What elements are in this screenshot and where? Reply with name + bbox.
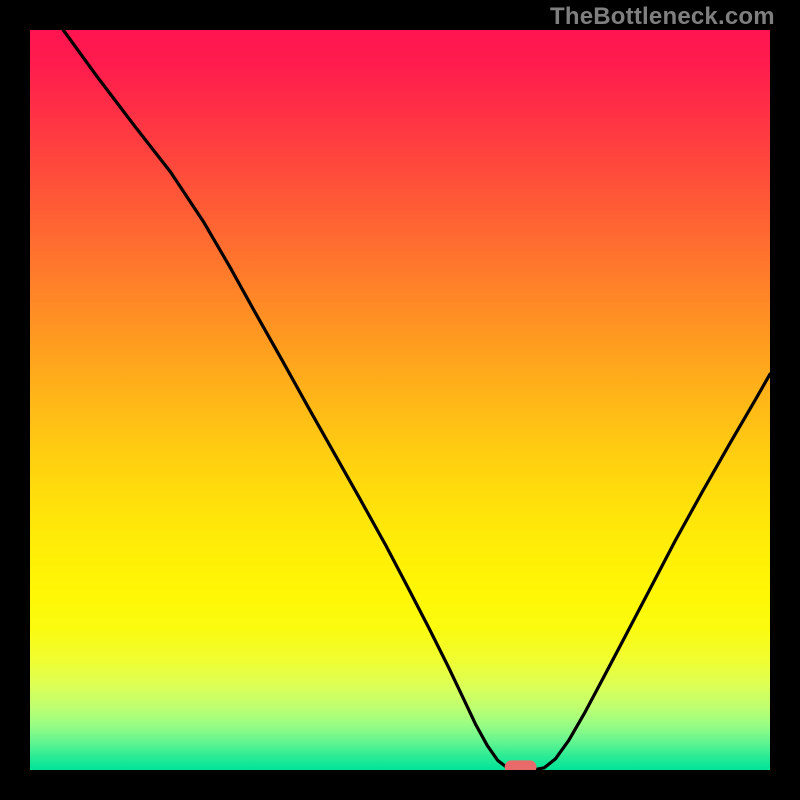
bottleneck-chart xyxy=(30,30,770,770)
gradient-background xyxy=(30,30,770,770)
watermark-text: TheBottleneck.com xyxy=(550,3,775,31)
optimum-marker xyxy=(505,760,537,770)
chart-frame xyxy=(30,30,770,770)
